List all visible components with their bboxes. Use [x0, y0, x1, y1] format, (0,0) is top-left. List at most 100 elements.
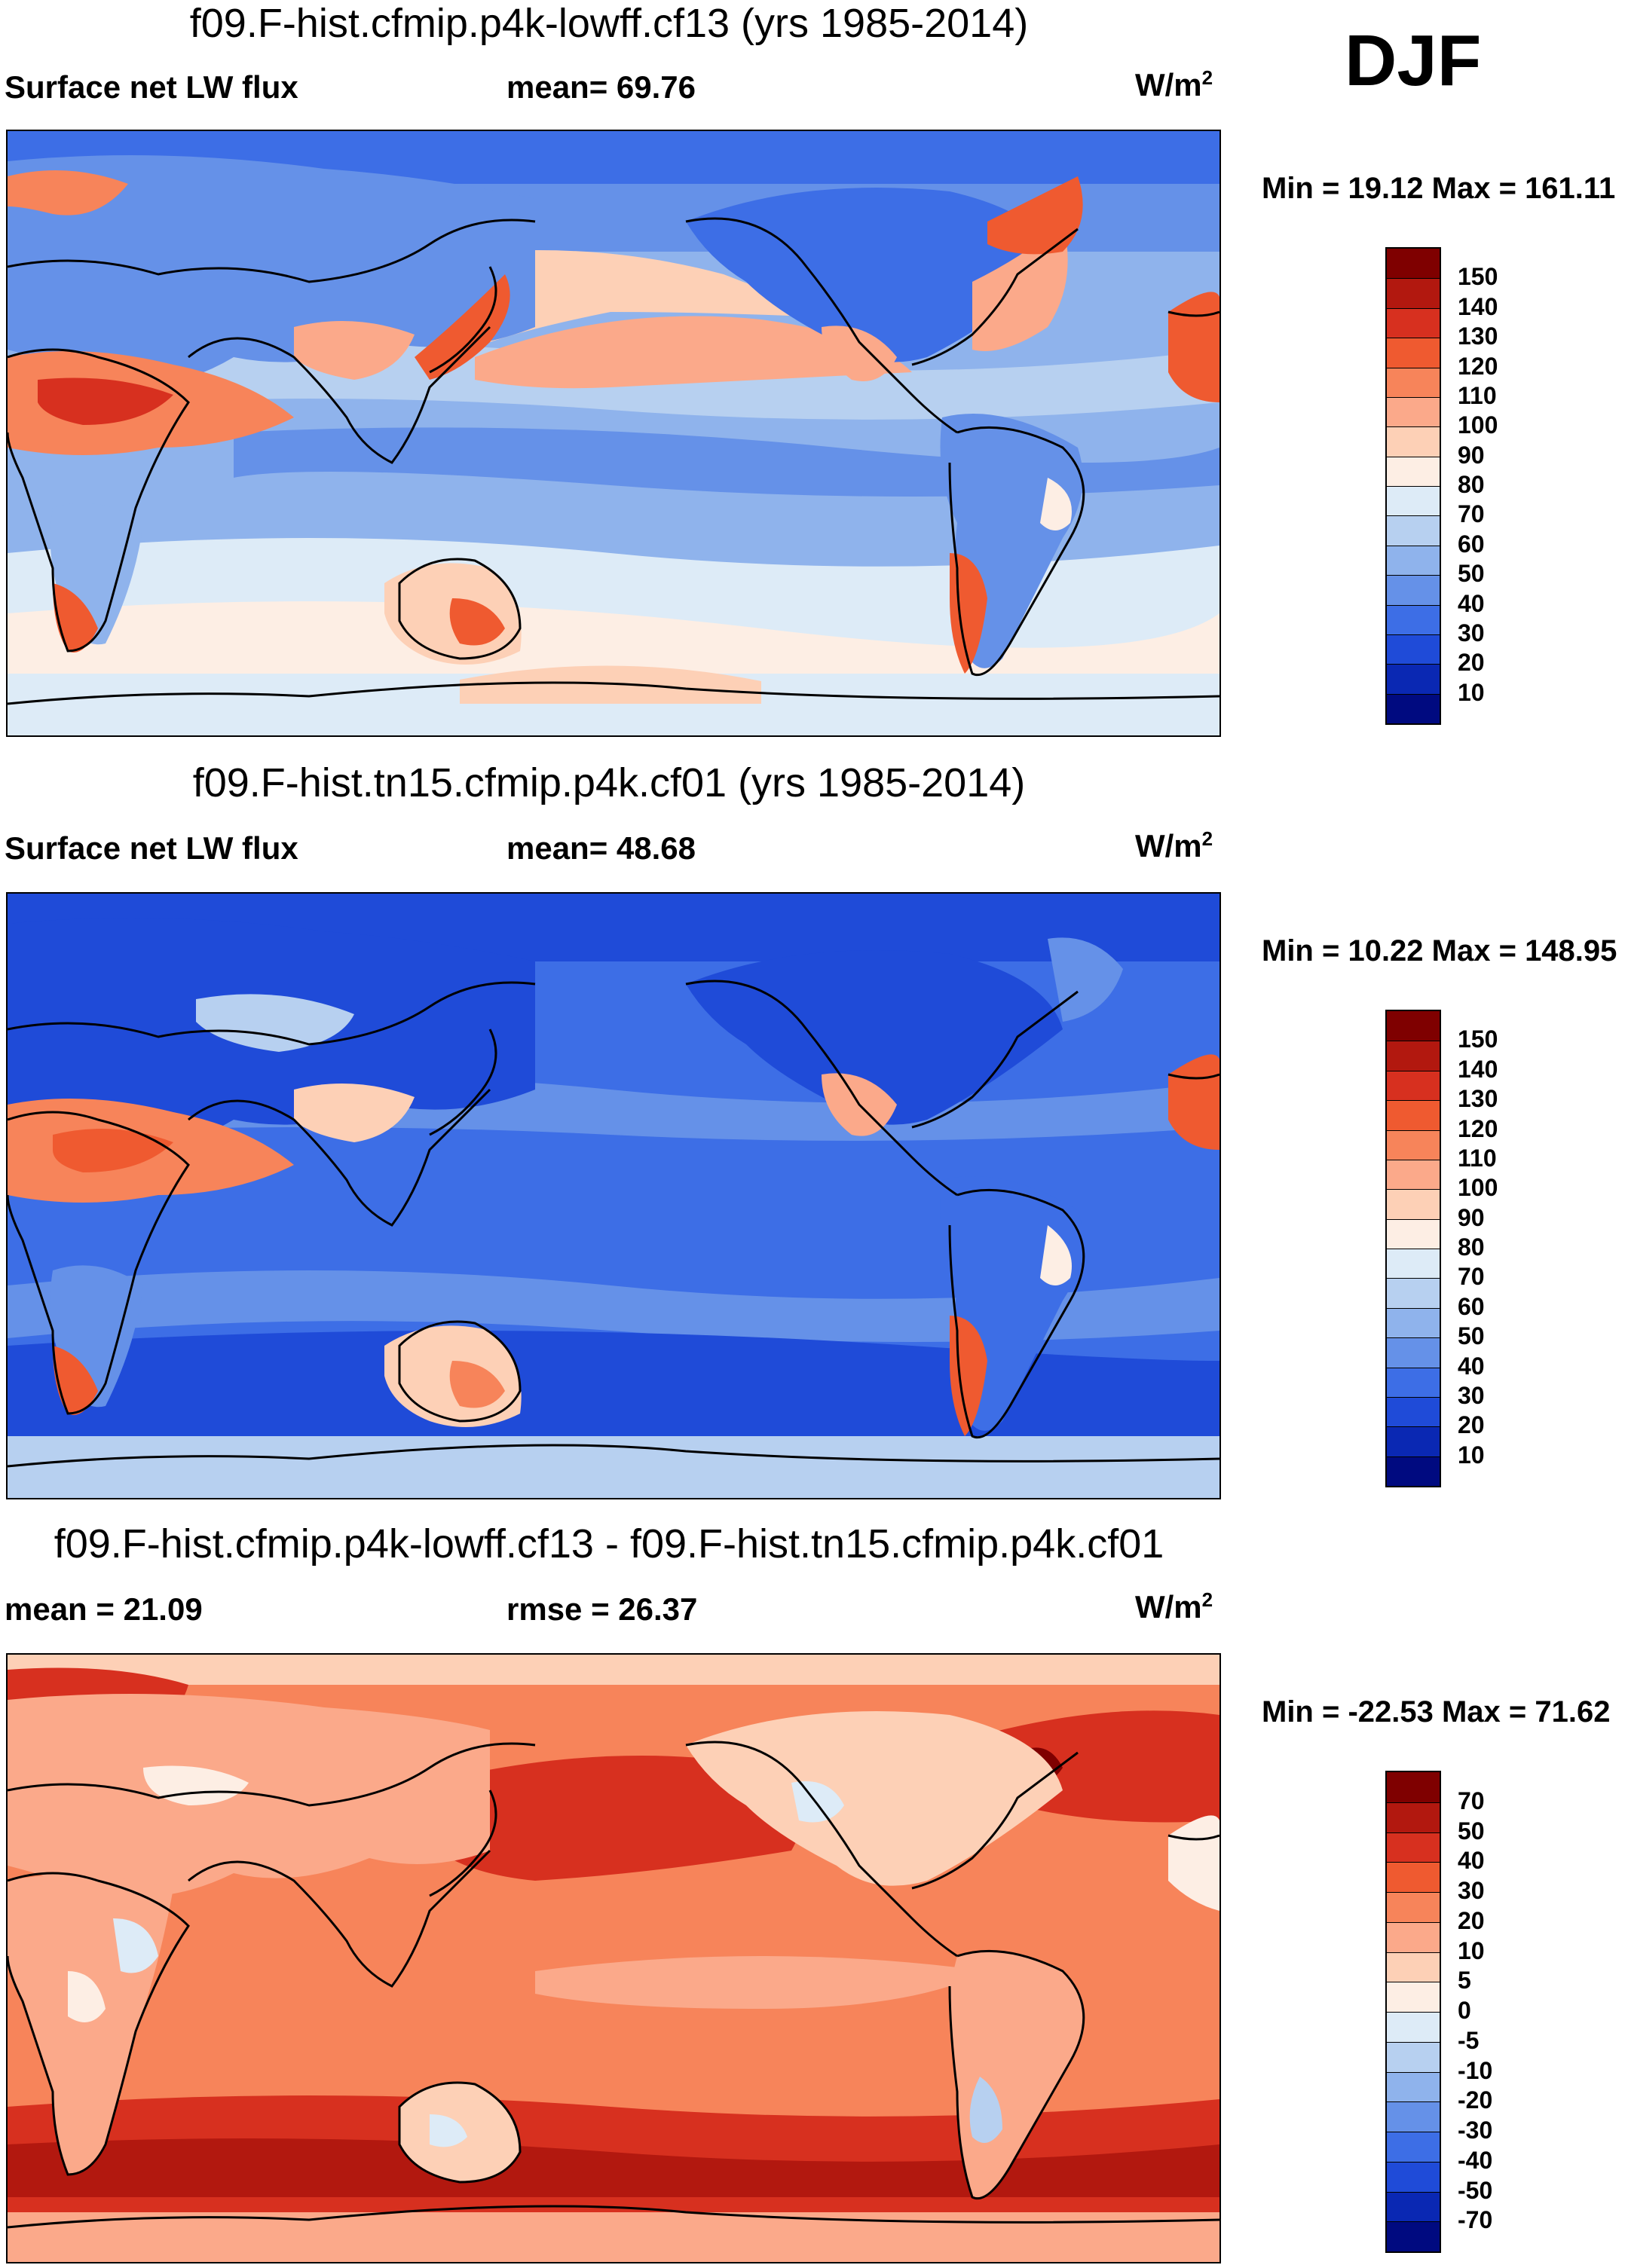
colorbar-tick-label: 120: [1458, 1114, 1498, 1142]
colorbar-tick-label: 90: [1458, 1203, 1485, 1231]
colorbar-swatch: [1387, 486, 1440, 516]
colorbar-swatch: [1387, 545, 1440, 576]
colorbar-swatch: [1387, 1456, 1440, 1486]
panel-3-mean-label: mean = 21.09: [5, 1591, 203, 1627]
colorbar-swatch: [1387, 338, 1440, 368]
colorbar-swatch: [1387, 1802, 1440, 1832]
panel-2-colorbar: [1385, 1010, 1441, 1487]
colorbar-tick-label: 40: [1458, 1352, 1485, 1380]
colorbar-tick-label: 80: [1458, 1233, 1485, 1261]
colorbar-swatch: [1387, 1367, 1440, 1397]
colorbar-swatch: [1387, 1189, 1440, 1219]
colorbar-swatch: [1387, 2041, 1440, 2072]
panel-1-units: W/m2: [1135, 66, 1213, 102]
colorbar-tick-label: 70: [1458, 1787, 1485, 1814]
colorbar-swatch: [1387, 1396, 1440, 1427]
colorbar-tick-label: 70: [1458, 500, 1485, 528]
colorbar-tick-label: 20: [1458, 649, 1485, 677]
panel-2-stat-label: mean= 48.68: [506, 830, 696, 866]
colorbar-tick-label: 0: [1458, 1997, 1471, 2024]
colorbar-swatch: [1387, 1070, 1440, 1101]
colorbar-tick-label: 80: [1458, 471, 1485, 498]
panel-3-map: [6, 1653, 1221, 2263]
colorbar-tick-label: 30: [1458, 1877, 1485, 1904]
panel-1-colorbar-cells: [1387, 249, 1440, 723]
colorbar-swatch: [1387, 693, 1440, 723]
colorbar-tick-label: 50: [1458, 560, 1485, 588]
colorbar-swatch: [1387, 396, 1440, 427]
panel-1-colorbar: [1385, 247, 1441, 725]
colorbar-swatch: [1387, 456, 1440, 486]
panel-2-map: [6, 892, 1221, 1499]
colorbar-tick-label: 30: [1458, 619, 1485, 646]
panel-3-colorbar: [1385, 1771, 1441, 2253]
panel-3-units: W/m2: [1135, 1588, 1213, 1625]
colorbar-tick-label: 10: [1458, 1936, 1485, 1964]
colorbar-swatch: [1387, 2012, 1440, 2042]
colorbar-tick-label: 120: [1458, 352, 1498, 380]
colorbar-tick-label: -5: [1458, 2026, 1480, 2054]
colorbar-tick-label: 140: [1458, 292, 1498, 320]
colorbar-tick-label: -10: [1458, 2056, 1493, 2084]
colorbar-swatch: [1387, 1892, 1440, 1922]
colorbar-swatch: [1387, 2191, 1440, 2222]
colorbar-tick-label: 60: [1458, 1292, 1485, 1320]
colorbar-swatch: [1387, 1337, 1440, 1368]
colorbar-swatch: [1387, 1772, 1440, 1802]
colorbar-tick-label: -20: [1458, 2086, 1493, 2114]
colorbar-tick-label: 40: [1458, 1847, 1485, 1875]
colorbar-tick-label: 140: [1458, 1055, 1498, 1083]
colorbar-swatch: [1387, 1832, 1440, 1863]
colorbar-tick-label: 100: [1458, 1174, 1498, 1202]
season-label: DJF: [1345, 20, 1482, 101]
panel-2-variable-label: Surface net LW flux: [5, 830, 298, 866]
panel-1-title: f09.F-hist.cfmip.p4k-lowff.cf13 (yrs 198…: [189, 1, 1029, 46]
colorbar-tick-label: 40: [1458, 589, 1485, 617]
panel-2-minmax: Min = 10.22 Max = 148.95: [1262, 934, 1617, 967]
colorbar-swatch: [1387, 1278, 1440, 1308]
colorbar-swatch: [1387, 1249, 1440, 1279]
panel-2-units: W/m2: [1135, 827, 1213, 863]
colorbar-swatch: [1387, 2071, 1440, 2102]
colorbar-swatch: [1387, 1307, 1440, 1338]
colorbar-swatch: [1387, 1100, 1440, 1130]
colorbar-tick-label: 20: [1458, 1411, 1485, 1439]
colorbar-swatch: [1387, 1159, 1440, 1190]
colorbar-tick-label: 110: [1458, 381, 1497, 409]
panel-2-title: f09.F-hist.tn15.cfmip.p4k.cf01 (yrs 1985…: [192, 760, 1026, 805]
colorbar-tick-label: 130: [1458, 1085, 1498, 1113]
colorbar-tick-label: 90: [1458, 441, 1485, 469]
colorbar-swatch: [1387, 575, 1440, 605]
colorbar-tick-label: -40: [1458, 2146, 1493, 2174]
colorbar-swatch: [1387, 604, 1440, 634]
colorbar-swatch: [1387, 367, 1440, 397]
colorbar-tick-label: -30: [1458, 2117, 1493, 2144]
colorbar-tick-label: 70: [1458, 1263, 1485, 1291]
panel-3-map-canvas: [8, 1655, 1219, 2262]
panel-3-minmax: Min = -22.53 Max = 71.62: [1262, 1695, 1611, 1729]
colorbar-swatch: [1387, 2101, 1440, 2132]
colorbar-swatch: [1387, 1982, 1440, 2012]
colorbar-tick-label: 30: [1458, 1381, 1485, 1409]
colorbar-tick-label: 100: [1458, 411, 1498, 439]
colorbar-tick-label: 10: [1458, 1441, 1485, 1469]
colorbar-tick-label: 50: [1458, 1817, 1485, 1845]
colorbar-tick-label: -70: [1458, 2206, 1493, 2234]
panel-1-minmax: Min = 19.12 Max = 161.11: [1262, 172, 1616, 205]
colorbar-swatch: [1387, 1129, 1440, 1160]
panel-3-rmse-label: rmse = 26.37: [506, 1591, 698, 1627]
colorbar-swatch: [1387, 426, 1440, 457]
panel-3-title: f09.F-hist.cfmip.p4k-lowff.cf13 - f09.F-…: [54, 1521, 1164, 1567]
colorbar-swatch: [1387, 1921, 1440, 1952]
colorbar-swatch: [1387, 1952, 1440, 1982]
colorbar-swatch: [1387, 1041, 1440, 1071]
panel-2-map-canvas: [8, 894, 1219, 1498]
colorbar-tick-label: 110: [1458, 1144, 1497, 1172]
colorbar-tick-label: 60: [1458, 530, 1485, 558]
panel-2-colorbar-cells: [1387, 1011, 1440, 1486]
colorbar-swatch: [1387, 249, 1440, 279]
colorbar-swatch: [1387, 307, 1440, 338]
colorbar-swatch: [1387, 2221, 1440, 2251]
colorbar-tick-label: 5: [1458, 1967, 1471, 1994]
colorbar-tick-label: 10: [1458, 678, 1485, 706]
